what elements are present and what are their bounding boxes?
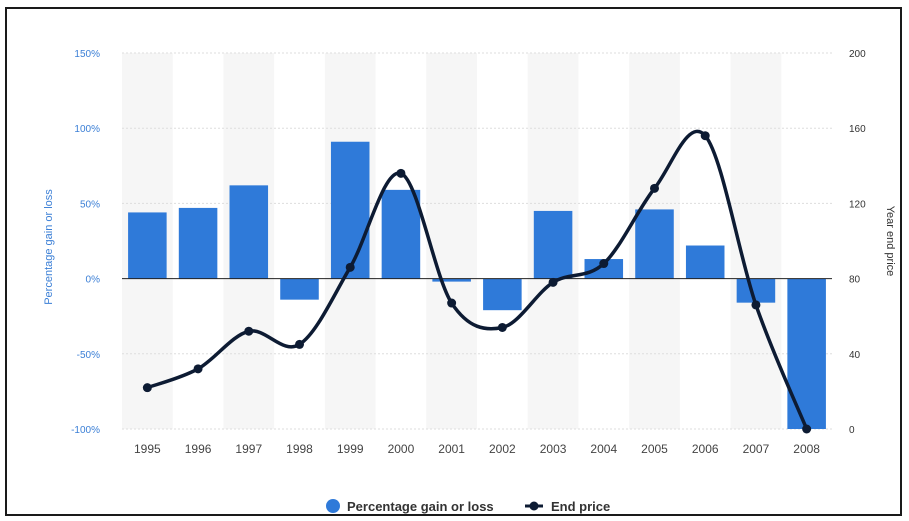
right-axis-title: Year end price [884, 206, 896, 277]
bar-2008 [787, 278, 826, 429]
end-price-point-1995 [142, 383, 152, 393]
column-bands [122, 53, 782, 429]
x-tick-label: 2003 [540, 442, 567, 456]
x-tick-label: 2005 [641, 442, 668, 456]
bar-2005 [635, 209, 674, 279]
end-price-point-1996 [193, 364, 203, 374]
end-price-line [146, 129, 809, 430]
legend-line-marker[interactable] [529, 501, 539, 511]
end-price-point-1998 [295, 339, 304, 349]
right-tick-label: 0 [849, 425, 855, 436]
chart-frame: -100% -50% 0% 50% 100% 150% 0 40 80 120 160 200 19… [5, 7, 902, 516]
left-tick-label: -100% [71, 425, 100, 436]
bar-1999 [330, 141, 370, 279]
left-tick-label: 100% [74, 124, 100, 135]
bar-2007 [736, 278, 776, 303]
legend-bar-label[interactable]: Percentage gain or loss [347, 499, 494, 514]
left-tick-label: -50% [77, 350, 100, 361]
legend-line-label[interactable]: End price [551, 499, 610, 514]
right-tick-label: 200 [849, 49, 866, 60]
legend: Percentage gain or loss End price [326, 499, 610, 514]
end-price-point-2005 [650, 183, 659, 193]
x-tick-label: 2006 [692, 442, 719, 456]
left-tick-label: 50% [80, 199, 100, 210]
end-price-point-2000 [396, 168, 406, 178]
bar-2004 [584, 259, 624, 279]
x-tick-label: 2002 [489, 442, 516, 456]
left-axis-title: Percentage gain or loss [43, 189, 55, 305]
x-tick-label: 1999 [337, 442, 364, 456]
combo-chart: -100% -50% 0% 50% 100% 150% 0 40 80 120 160 200 19… [43, 49, 896, 514]
right-tick-label: 40 [849, 350, 861, 361]
bar-series [128, 141, 826, 429]
left-tick-label: 0% [86, 275, 101, 286]
right-axis-ticks: 0 40 80 120 160 200 [849, 49, 866, 436]
x-tick-label: 2007 [743, 442, 770, 456]
end-price-point-2001 [447, 298, 457, 308]
line-series [142, 129, 812, 434]
left-axis-ticks: -100% -50% 0% 50% 100% 150% [71, 49, 100, 436]
x-axis-ticks: 1995 1996 1997 1998 1999 2000 2001 2002 2003 2004… [134, 442, 820, 456]
bar-2000 [381, 189, 421, 279]
end-price-point-2002 [497, 322, 507, 332]
x-tick-label: 2000 [388, 442, 415, 456]
left-tick-label: 150% [74, 49, 100, 60]
column-band [426, 53, 477, 429]
x-tick-label: 2004 [590, 442, 617, 456]
bar-2002 [483, 278, 522, 311]
right-tick-label: 120 [849, 199, 866, 210]
end-price-point-2006 [700, 131, 710, 141]
bar-1997 [229, 185, 269, 279]
bar-1995 [128, 212, 167, 279]
end-price-point-2007 [751, 300, 761, 310]
end-price-point-2008 [802, 424, 812, 434]
x-tick-label: 1998 [286, 442, 313, 456]
x-tick-label: 1996 [185, 442, 212, 456]
right-tick-label: 160 [849, 124, 866, 135]
end-price-point-1999 [345, 262, 355, 272]
x-tick-label: 2008 [793, 442, 820, 456]
legend-bar-marker[interactable] [326, 499, 340, 513]
bar-2001 [432, 278, 471, 282]
end-price-point-1997 [244, 326, 254, 336]
x-tick-label: 1997 [235, 442, 262, 456]
bar-2006 [685, 245, 725, 279]
x-tick-label: 2001 [438, 442, 465, 456]
end-price-point-2004 [599, 259, 609, 269]
x-tick-label: 1995 [134, 442, 161, 456]
bar-1996 [178, 207, 218, 279]
end-price-point-2003 [548, 277, 558, 287]
right-tick-label: 80 [849, 275, 861, 286]
bar-2003 [533, 210, 573, 279]
bar-1998 [280, 278, 319, 300]
